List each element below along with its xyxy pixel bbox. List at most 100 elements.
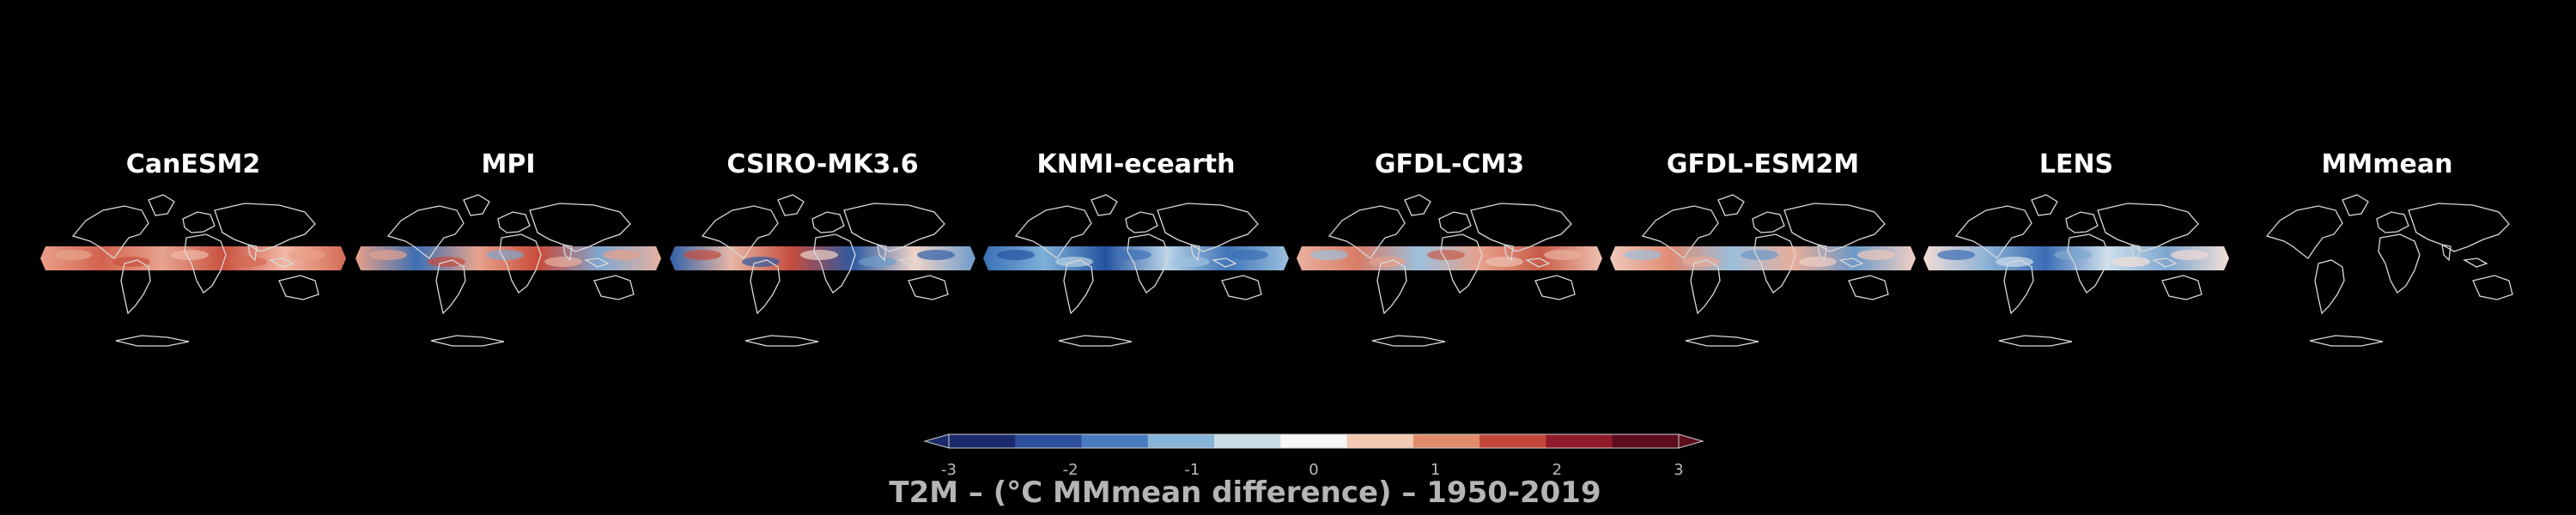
- colorbar-extend-low: [923, 433, 950, 449]
- coastline: [750, 259, 781, 315]
- coastline: [2067, 233, 2110, 294]
- anomaly-blob: [1937, 250, 1975, 260]
- coastline: [2265, 205, 2343, 259]
- map-panel: [1923, 194, 2229, 347]
- coastline: [2097, 203, 2199, 252]
- panel-title: GFDL-CM3: [1374, 149, 1525, 179]
- coastline: [593, 275, 635, 300]
- coastline: [1404, 194, 1431, 216]
- colorbar-tick-label: -1: [1184, 461, 1200, 479]
- panel-title: GFDL-ESM2M: [1666, 149, 1860, 179]
- coastline: [2152, 258, 2178, 268]
- coastline: [2408, 203, 2510, 252]
- map-panel: [1297, 194, 1602, 347]
- coastline: [1817, 244, 1827, 262]
- panel-title: KNMI-ecearth: [1036, 149, 1236, 179]
- coastline: [1371, 335, 1446, 347]
- coastline: [1470, 203, 1572, 252]
- coastline: [2441, 244, 2451, 262]
- coastline: [562, 244, 573, 262]
- coastline: [1690, 259, 1721, 315]
- coastline: [2463, 258, 2488, 268]
- coastline: [1327, 205, 1406, 259]
- colorbar-tick-label: -3: [941, 461, 957, 479]
- map-panel: [670, 194, 975, 347]
- anomaly-blob: [171, 250, 209, 260]
- coastline: [214, 203, 316, 252]
- colorbar-label: T2M – (°C MMmean difference) – 1950-2019: [889, 476, 1601, 510]
- colorbar-segment: [1346, 434, 1414, 448]
- colorbar-tick-label: -2: [1062, 461, 1078, 479]
- colorbar-segment: [1280, 434, 1348, 448]
- colorbar-tick-label: 2: [1552, 461, 1563, 479]
- coastline: [2309, 335, 2384, 347]
- coastline: [1063, 259, 1094, 315]
- coastline: [1504, 244, 1514, 262]
- coastline: [1717, 194, 1745, 216]
- panel-title: CSIRO-MK3.6: [726, 149, 919, 179]
- coastline: [278, 275, 319, 300]
- coastline: [2378, 233, 2421, 294]
- coastline: [843, 203, 945, 252]
- coastline: [1221, 275, 1262, 300]
- coastline: [120, 259, 151, 315]
- coastline: [115, 335, 190, 347]
- map-panel: [355, 194, 661, 347]
- colorbar-segment: [1413, 434, 1480, 448]
- anomaly-blob: [54, 250, 92, 260]
- anomaly-blob: [917, 250, 955, 260]
- anomaly-blob: [2112, 257, 2150, 267]
- coastline: [2161, 275, 2202, 300]
- colorbar-segment: [1546, 434, 1613, 448]
- coastline: [463, 194, 490, 216]
- coastline: [877, 244, 887, 262]
- panel-title: MPI: [481, 149, 536, 179]
- anomaly-blob: [1799, 257, 1837, 267]
- coastline: [148, 194, 175, 216]
- coastline: [777, 194, 805, 216]
- anomaly-blob: [544, 257, 582, 267]
- coastline: [1685, 335, 1759, 347]
- anomaly-blob: [859, 257, 896, 267]
- colorbar-segment: [1214, 434, 1281, 448]
- coastline: [908, 275, 949, 300]
- colorbar-tick-label: 0: [1309, 461, 1319, 479]
- coastline: [2472, 275, 2513, 300]
- coastline: [1438, 211, 1472, 233]
- anomaly-blob: [1310, 250, 1348, 260]
- coastline: [1440, 233, 1483, 294]
- anomaly-blob: [603, 250, 641, 260]
- coastline: [1091, 194, 1118, 216]
- anomaly-blob: [2171, 250, 2208, 260]
- coastline: [182, 211, 216, 233]
- colorbar-segment: [1479, 434, 1546, 448]
- coastline: [584, 258, 610, 268]
- coastline: [1752, 211, 1785, 233]
- coastline: [1525, 258, 1551, 268]
- coastline: [701, 205, 779, 259]
- anomaly-blob: [997, 250, 1035, 260]
- anomaly-blob: [1230, 250, 1268, 260]
- anomaly-blob: [1624, 250, 1662, 260]
- coastline: [1014, 205, 1092, 259]
- anomaly-blob: [2054, 250, 2092, 260]
- coastline: [2130, 244, 2141, 262]
- colorbar-segment: [1147, 434, 1215, 448]
- coastline: [1954, 205, 2032, 259]
- coastline: [430, 335, 505, 347]
- coastline: [1534, 275, 1576, 300]
- coastline: [2342, 194, 2369, 216]
- anomaly-blob: [1544, 250, 1582, 260]
- colorbar-tick-label: 3: [1674, 461, 1684, 479]
- coastline: [2376, 211, 2409, 233]
- colorbar-extend-high: [1678, 433, 1704, 449]
- coastline: [1127, 233, 1170, 294]
- coastline: [1125, 211, 1158, 233]
- coastline: [1998, 335, 2073, 347]
- anomaly-blob: [1741, 250, 1778, 260]
- coastline: [2065, 211, 2099, 233]
- coastline: [1212, 258, 1237, 268]
- panel-title: MMmean: [2321, 149, 2453, 179]
- anomaly-blob: [1857, 250, 1895, 260]
- coastline: [811, 211, 845, 233]
